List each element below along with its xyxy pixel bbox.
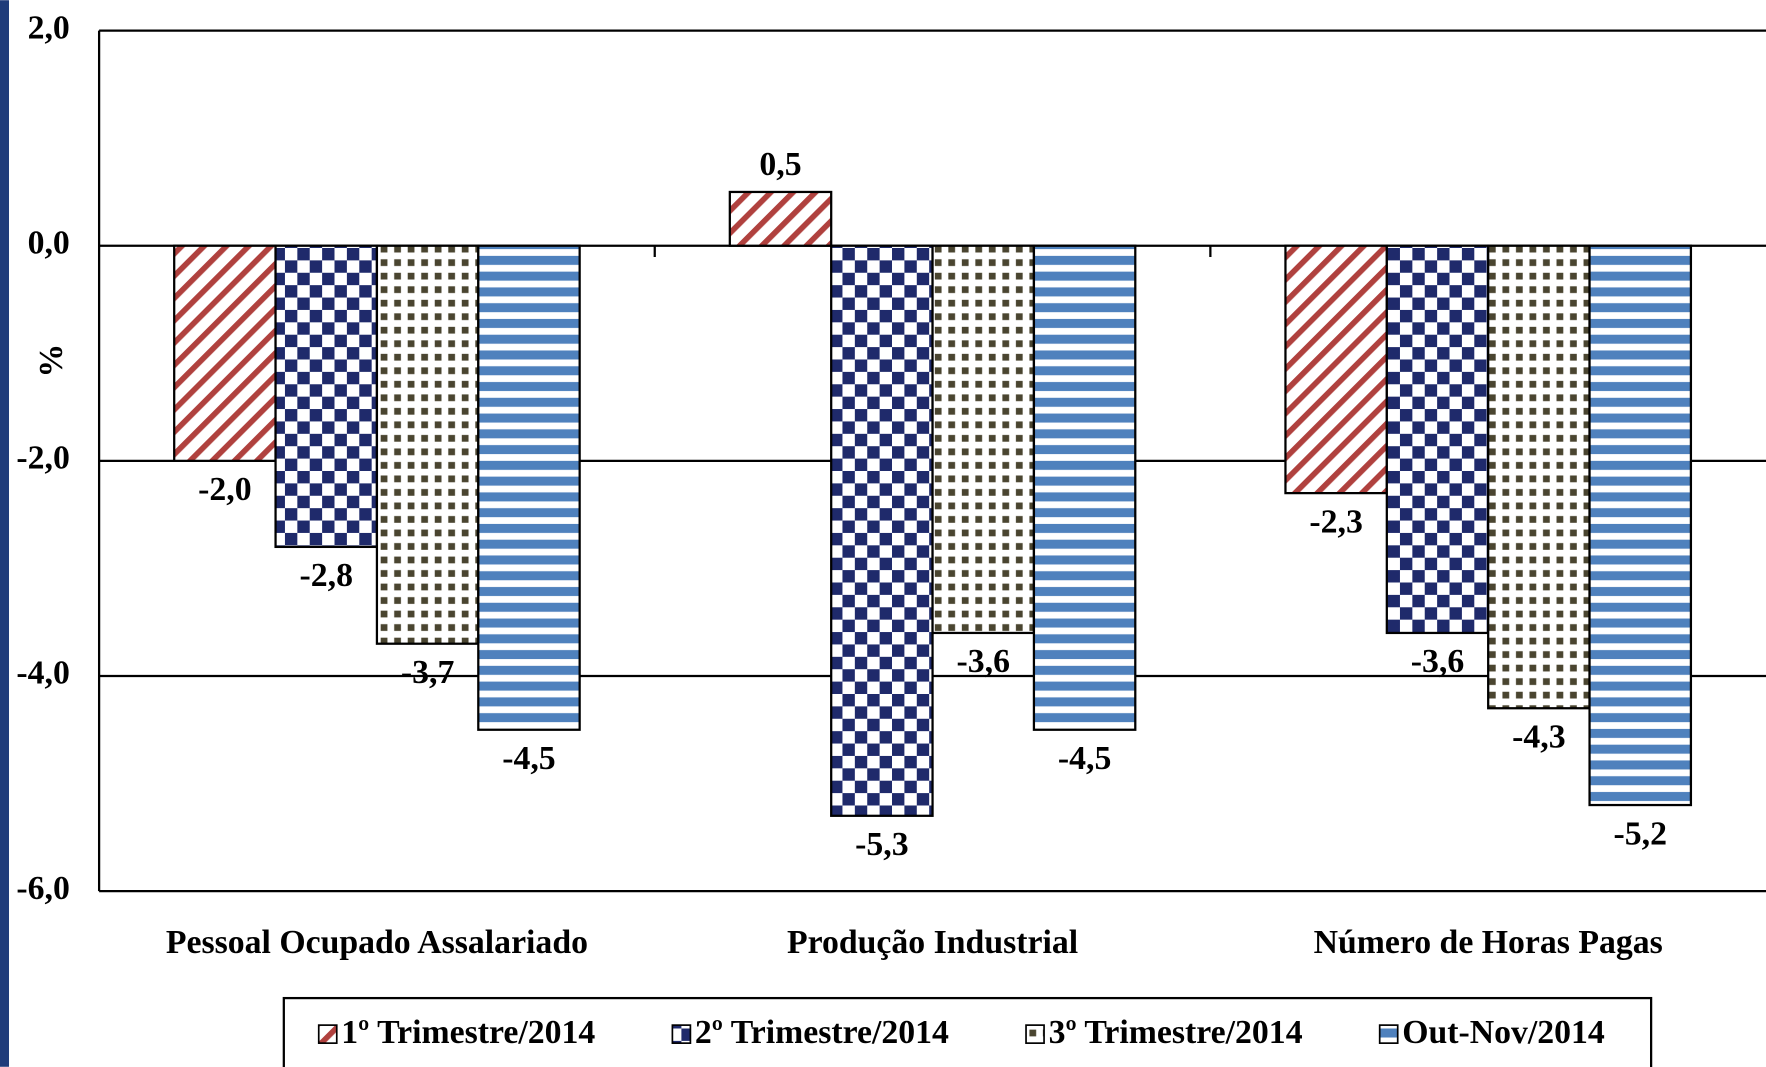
bar xyxy=(931,244,1036,635)
value-label: -3,6 xyxy=(957,643,1010,680)
value-label: -3,6 xyxy=(1411,643,1464,680)
value-label: -3,7 xyxy=(401,654,455,691)
bar xyxy=(1032,244,1137,731)
bar xyxy=(830,244,934,817)
legend-swatch xyxy=(317,1024,338,1044)
value-label: 0,5 xyxy=(759,146,801,183)
y-tick-label: -6,0 xyxy=(16,870,69,907)
legend-swatch xyxy=(1378,1024,1399,1044)
value-label: -2,8 xyxy=(300,557,353,594)
y-tick-label: 2,0 xyxy=(28,9,70,46)
legend-swatch xyxy=(671,1024,692,1044)
x-tick-label: Número de Horas Pagas xyxy=(1314,924,1663,961)
y-tick-label: -2,0 xyxy=(16,440,69,477)
value-label: -2,0 xyxy=(198,471,251,508)
bar xyxy=(728,190,833,247)
bar xyxy=(274,244,379,549)
value-label: -4,5 xyxy=(1058,740,1111,777)
legend-label: 1º Trimestre/2014 xyxy=(341,1014,595,1051)
side-strip xyxy=(0,0,10,1067)
bar xyxy=(1487,244,1591,710)
value-label: -4,3 xyxy=(1512,719,1565,756)
legend-label: 2º Trimestre/2014 xyxy=(695,1014,949,1051)
y-tick-label: 0,0 xyxy=(28,224,70,261)
x-tick-label: Pessoal Ocupado Assalariado xyxy=(166,924,588,961)
y-tick-label: -4,0 xyxy=(16,655,69,692)
bar xyxy=(477,244,581,731)
x-tick-label: Produção Industrial xyxy=(787,924,1078,961)
legend-swatch xyxy=(1025,1024,1045,1044)
bar xyxy=(173,244,277,462)
value-label: -5,3 xyxy=(855,826,908,863)
value-label: -2,3 xyxy=(1309,503,1362,540)
value-label: -4,5 xyxy=(502,740,555,777)
bar xyxy=(1284,244,1388,495)
legend-box xyxy=(282,996,1653,1067)
value-label: -5,2 xyxy=(1614,815,1667,852)
bar xyxy=(1588,244,1693,807)
legend-label: 3º Trimestre/2014 xyxy=(1049,1014,1303,1051)
y-axis-label: % xyxy=(33,344,70,378)
legend-label: Out-Nov/2014 xyxy=(1402,1014,1605,1051)
bar xyxy=(1385,244,1490,635)
bar xyxy=(375,244,480,645)
